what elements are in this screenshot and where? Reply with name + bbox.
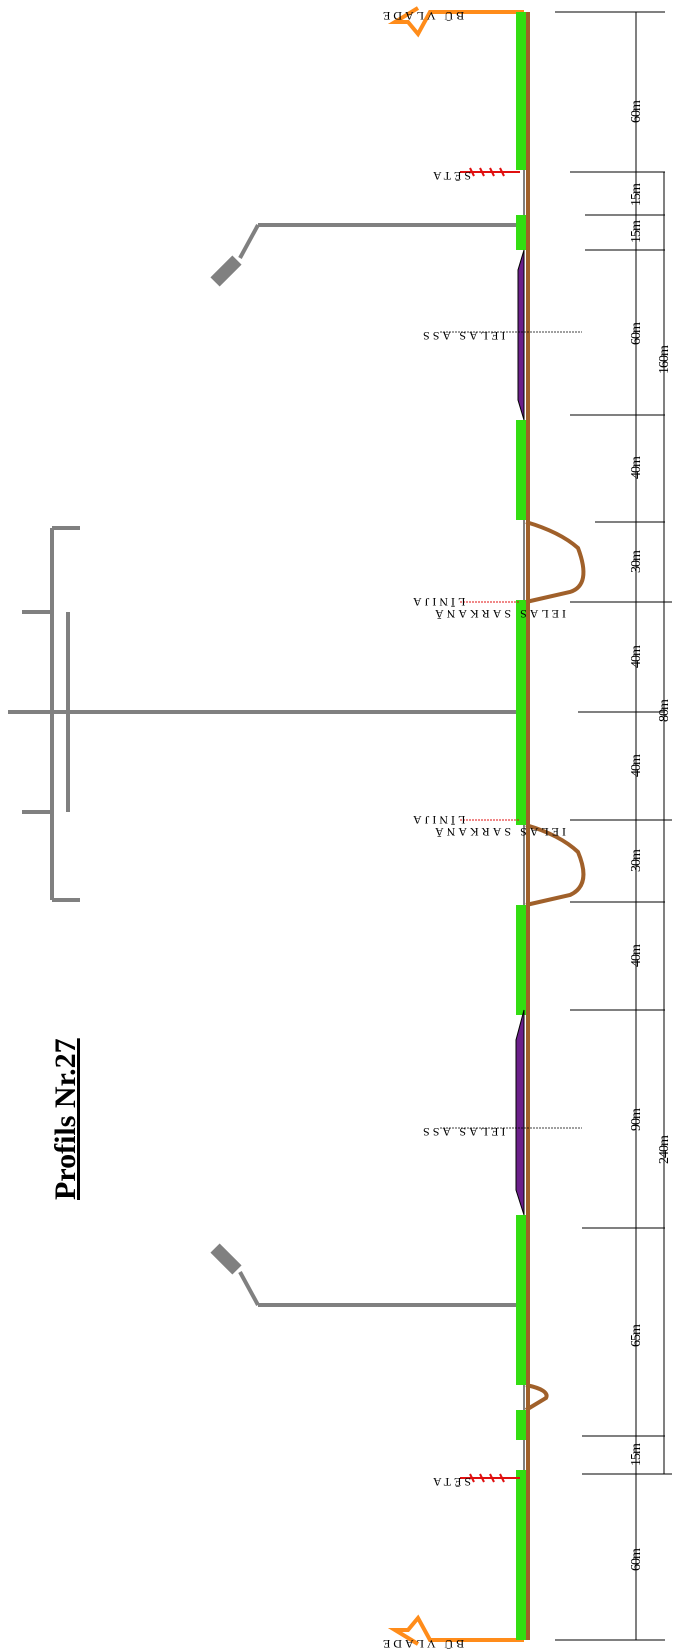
- label-red-line-top: IELAS SARKANĀ: [432, 607, 566, 621]
- label-building-top: BŪ VLADE: [380, 9, 464, 23]
- dim-6: 30m: [629, 550, 644, 573]
- profile-title: Profils Nr.27: [49, 1038, 82, 1200]
- label-axis-bottom: IELAS ASS: [420, 1125, 505, 1139]
- dim-14: 60m: [629, 1548, 644, 1571]
- dim-12: 65m: [629, 1324, 644, 1347]
- dim-5: 40m: [629, 456, 644, 479]
- dim-total-80: 80m: [657, 699, 672, 722]
- dim-10: 40m: [629, 944, 644, 967]
- street-lamp-top: [210, 223, 516, 287]
- dim-8: 40m: [629, 754, 644, 777]
- dim-3: 15m: [629, 220, 644, 243]
- dim-7: 40m: [629, 645, 644, 668]
- label-building-bottom: BŪ VLADE: [380, 1637, 464, 1651]
- label-fence-bottom: SĒTA: [430, 1475, 471, 1489]
- carriageways: [515, 249, 525, 1216]
- grass-strips: [516, 12, 526, 1640]
- dim-total-240: 240m: [657, 1135, 672, 1164]
- fence-top: [460, 167, 520, 177]
- label-fence-top: SĒTA: [430, 169, 471, 183]
- catenary-pole: [8, 526, 516, 902]
- dim-4: 60m: [629, 322, 644, 345]
- ditches: [524, 520, 586, 1412]
- red-line-markers: [460, 601, 520, 821]
- label-axis-top: IELAS ASS: [420, 329, 505, 343]
- dim-2: 15m: [629, 183, 644, 206]
- street-lamp-bottom: [210, 1243, 516, 1307]
- dim-11: 90m: [629, 1108, 644, 1131]
- dim-13: 15m: [629, 1443, 644, 1466]
- dim-1: 60m: [629, 100, 644, 123]
- label-red-line-top-2: LĪNIJA: [410, 595, 465, 609]
- dim-total-160: 160m: [657, 345, 672, 374]
- fence-bottom: [460, 1473, 520, 1483]
- label-red-line-bottom-2: LĪNIJA: [410, 813, 465, 827]
- label-red-line-bottom: IELAS SARKANĀ: [432, 825, 566, 839]
- dimension-chain-totals: [630, 172, 672, 1475]
- dimension-chain-detail: [555, 11, 665, 1641]
- building-top: [387, 6, 524, 38]
- dim-9: 30m: [629, 849, 644, 872]
- dimension-labels: 60m 15m 15m 60m 40m 30m 40m 40m 30m 40m …: [629, 100, 672, 1571]
- axis-lines: [440, 331, 582, 1129]
- building-bottom: [387, 1614, 524, 1646]
